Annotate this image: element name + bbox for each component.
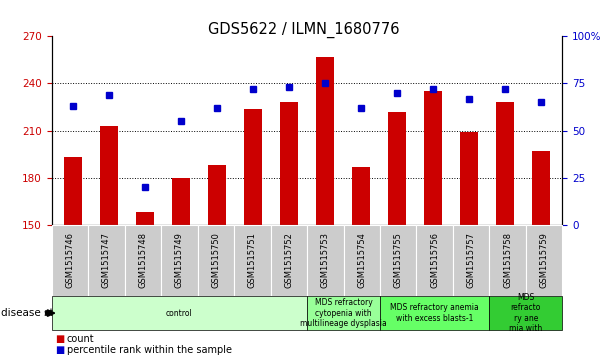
Text: GSM1515749: GSM1515749 (175, 233, 184, 288)
Text: GDS5622 / ILMN_1680776: GDS5622 / ILMN_1680776 (209, 22, 399, 38)
Text: MDS refractory
cytopenia with
multilineage dysplasia: MDS refractory cytopenia with multilinea… (300, 298, 387, 328)
Bar (532, 151, 550, 225)
Bar (172, 178, 190, 225)
Bar (64, 158, 82, 225)
Text: count: count (67, 334, 94, 344)
Text: MDS
refracto
ry ane
mia with: MDS refracto ry ane mia with (510, 293, 542, 333)
Bar (352, 167, 370, 225)
Bar (280, 102, 298, 225)
Bar (100, 126, 118, 225)
Bar (244, 109, 262, 225)
Text: control: control (166, 309, 193, 318)
Text: MDS refractory anemia
with excess blasts-1: MDS refractory anemia with excess blasts… (390, 303, 479, 323)
Bar (208, 165, 226, 225)
Text: GSM1515748: GSM1515748 (139, 232, 147, 289)
Text: GSM1515759: GSM1515759 (540, 233, 548, 288)
Text: GSM1515755: GSM1515755 (394, 233, 402, 288)
Text: ■: ■ (55, 345, 64, 355)
Bar (496, 102, 514, 225)
Bar (316, 57, 334, 225)
Text: GSM1515753: GSM1515753 (321, 232, 330, 289)
Text: disease state: disease state (1, 308, 71, 318)
Bar (424, 91, 442, 225)
Text: GSM1515758: GSM1515758 (503, 232, 512, 289)
Text: GSM1515747: GSM1515747 (102, 232, 111, 289)
Bar (388, 112, 406, 225)
Text: percentile rank within the sample: percentile rank within the sample (67, 345, 232, 355)
Text: GSM1515751: GSM1515751 (248, 233, 257, 288)
Text: GSM1515757: GSM1515757 (467, 232, 475, 289)
Text: GSM1515756: GSM1515756 (430, 232, 439, 289)
Text: ■: ■ (55, 334, 64, 344)
Text: GSM1515752: GSM1515752 (285, 233, 293, 288)
Text: GSM1515754: GSM1515754 (358, 233, 366, 288)
Bar (136, 212, 154, 225)
Text: GSM1515746: GSM1515746 (66, 232, 74, 289)
Bar (460, 132, 478, 225)
Text: GSM1515750: GSM1515750 (212, 233, 220, 288)
